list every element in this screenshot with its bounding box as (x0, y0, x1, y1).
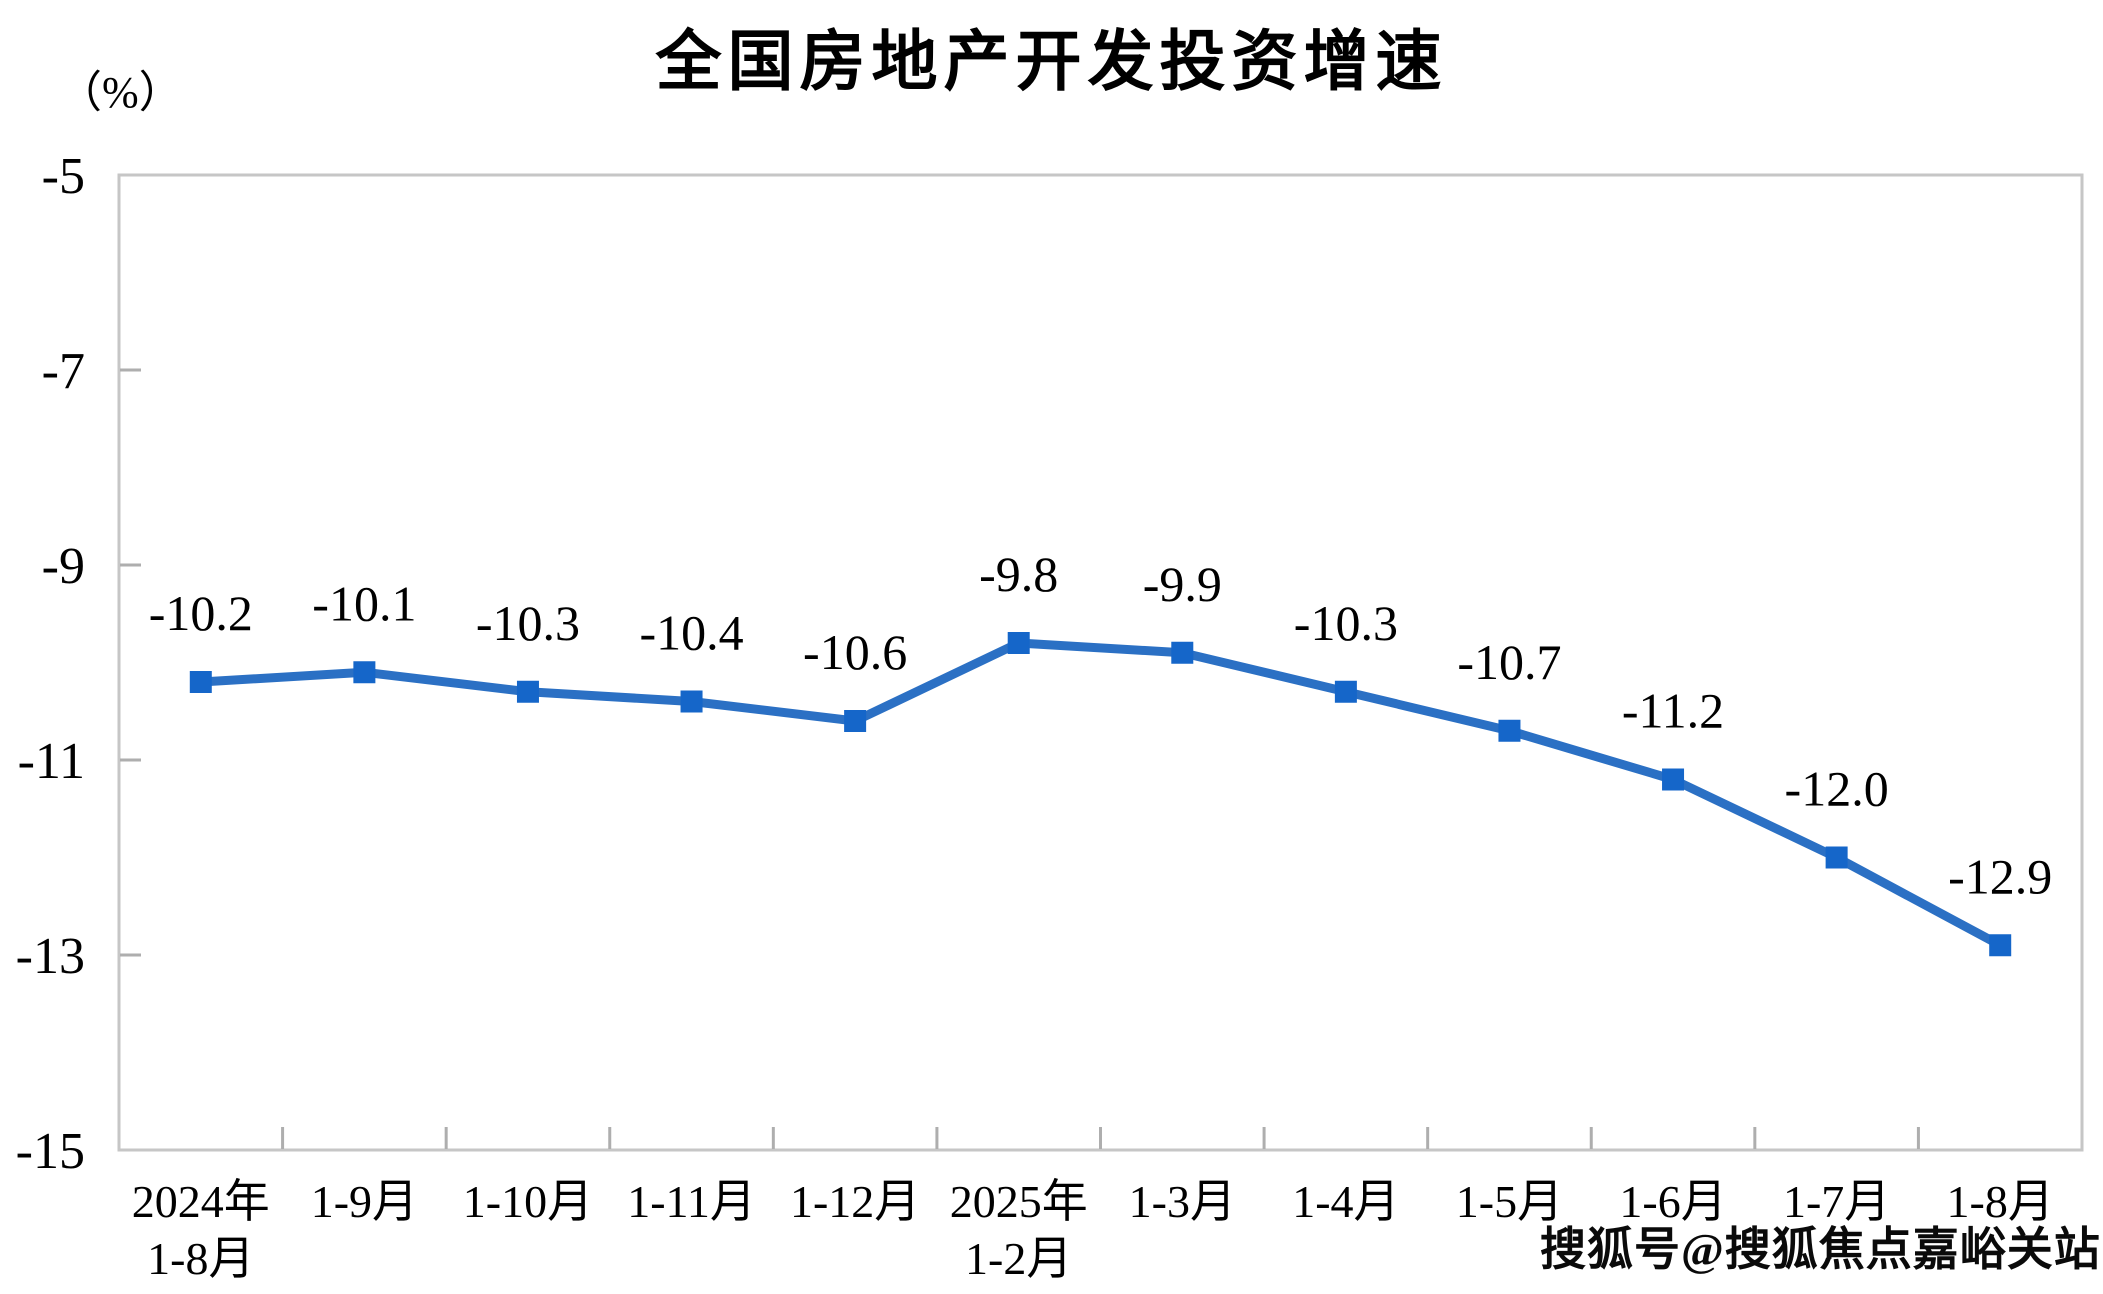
data-point-marker (189, 671, 212, 693)
data-label: -10.2 (149, 585, 253, 641)
y-axis-tick-label: -11 (18, 733, 85, 790)
plot-border (117, 173, 2084, 1152)
data-point-marker (1989, 934, 2012, 957)
x-axis-category-label: 1-3月 (1129, 1176, 1236, 1227)
x-axis-category-label: 1-12月 (790, 1176, 920, 1227)
x-axis-category-label: 1-10月 (463, 1176, 593, 1227)
data-point-marker (1334, 680, 1357, 703)
data-point-marker (1825, 846, 1848, 869)
x-axis-category-label: 1-7月 (1783, 1176, 1890, 1227)
data-point-marker (680, 690, 703, 713)
x-axis-category-label: 1-8月 (147, 1233, 254, 1284)
data-point-marker (353, 661, 376, 684)
y-axis-unit-label: （%） (58, 68, 183, 117)
x-axis-category-label: 2024年 (132, 1176, 270, 1227)
data-point-marker (1007, 632, 1030, 654)
data-label: -10.1 (312, 575, 416, 631)
chart-title: 全国房地产开发投资增速 (655, 24, 1448, 98)
x-axis-category-label: 1-6月 (1619, 1176, 1726, 1227)
x-axis-category-label: 1-5月 (1456, 1176, 1563, 1227)
data-label: -9.9 (1143, 556, 1222, 612)
y-axis-tick-label: -5 (42, 148, 85, 205)
data-label: -11.2 (1622, 683, 1724, 739)
y-axis-tick-label: -15 (16, 1123, 85, 1180)
series-line (196, 638, 2005, 950)
data-point-marker (1662, 768, 1685, 791)
data-label: -12.9 (1948, 848, 2052, 904)
data-point-marker (1171, 641, 1194, 664)
data-label: -10.7 (1457, 634, 1561, 690)
y-axis-tick-label: -7 (42, 343, 85, 400)
data-label: -9.8 (979, 546, 1058, 602)
y-axis-tick-label: -13 (16, 928, 85, 985)
x-axis-category-label: 1-4月 (1292, 1176, 1399, 1227)
data-point-marker (844, 710, 867, 732)
data-label: -12.0 (1785, 761, 1889, 817)
data-label: -10.4 (639, 605, 743, 661)
data-label: -10.3 (1294, 595, 1398, 651)
watermark: 搜狐号@搜狐焦点嘉峪关站 (1540, 1224, 2101, 1275)
x-axis-category-label: 1-11月 (627, 1176, 756, 1227)
x-axis-category-label: 2025年 (950, 1176, 1088, 1227)
y-axis-tick-label: -9 (42, 538, 85, 595)
data-point-marker (516, 680, 539, 703)
data-label: -10.6 (803, 624, 907, 680)
x-axis-category-label: 1-9月 (311, 1176, 418, 1227)
x-axis-category-label: 1-2月 (965, 1233, 1072, 1284)
data-point-marker (1498, 719, 1521, 742)
x-axis-category-label: 1-8月 (1947, 1176, 2054, 1227)
data-label: -10.3 (476, 595, 580, 651)
